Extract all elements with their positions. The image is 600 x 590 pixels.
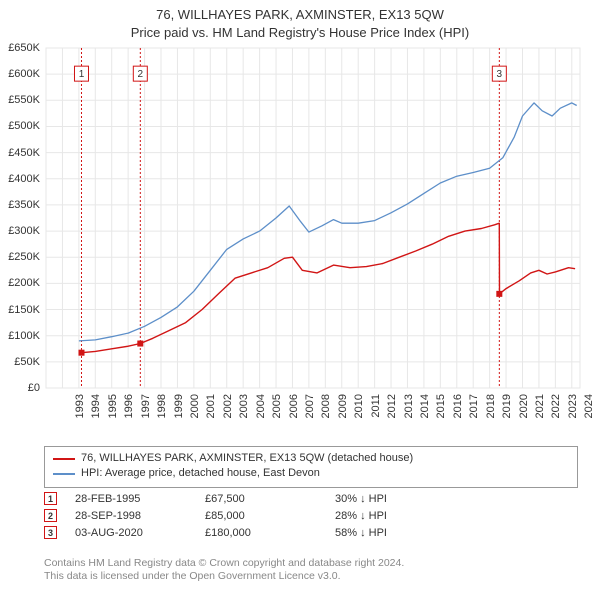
x-tick-label: 2017 bbox=[468, 394, 480, 428]
y-tick-label: £200K bbox=[2, 277, 40, 289]
x-tick-label: 1996 bbox=[123, 394, 135, 428]
x-tick-label: 2000 bbox=[189, 394, 201, 428]
y-tick-label: £600K bbox=[2, 68, 40, 80]
sale-delta: 28% ↓ HPI bbox=[335, 510, 387, 522]
x-tick-label: 2006 bbox=[288, 394, 300, 428]
legend: 76, WILLHAYES PARK, AXMINSTER, EX13 5QW … bbox=[44, 446, 578, 488]
y-tick-label: £100K bbox=[2, 330, 40, 342]
legend-label: 76, WILLHAYES PARK, AXMINSTER, EX13 5QW … bbox=[81, 451, 413, 466]
sale-delta: 58% ↓ HPI bbox=[335, 527, 387, 539]
chart-area: 1 2 3 £0 £50K £100K £150K £200K £250K £300K £350K… bbox=[0, 44, 600, 436]
footnote: Contains HM Land Registry data © Crown c… bbox=[44, 557, 404, 584]
x-tick-label: 2008 bbox=[320, 394, 332, 428]
x-tick-label: 2011 bbox=[370, 394, 382, 428]
sale-date: 03-AUG-2020 bbox=[75, 527, 205, 539]
sale-marker: 2 bbox=[44, 509, 57, 522]
svg-text:1: 1 bbox=[79, 69, 85, 80]
x-tick-label: 2016 bbox=[452, 394, 464, 428]
x-tick-label: 2014 bbox=[419, 394, 431, 428]
legend-item: 76, WILLHAYES PARK, AXMINSTER, EX13 5QW … bbox=[53, 451, 569, 466]
x-tick-label: 2020 bbox=[518, 394, 530, 428]
sale-date: 28-SEP-1998 bbox=[75, 510, 205, 522]
y-tick-label: £550K bbox=[2, 94, 40, 106]
x-tick-label: 2019 bbox=[501, 394, 513, 428]
y-tick-label: £150K bbox=[2, 304, 40, 316]
y-tick-label: £0 bbox=[2, 382, 40, 394]
x-tick-label: 2001 bbox=[205, 394, 217, 428]
x-tick-label: 1995 bbox=[107, 394, 119, 428]
x-tick-label: 2013 bbox=[403, 394, 415, 428]
x-tick-label: 2005 bbox=[271, 394, 283, 428]
chart-svg: 1 2 3 bbox=[0, 44, 600, 436]
sale-price: £67,500 bbox=[205, 493, 335, 505]
chart-title-block: 76, WILLHAYES PARK, AXMINSTER, EX13 5QW … bbox=[0, 0, 600, 41]
x-tick-label: 1994 bbox=[90, 394, 102, 428]
sale-price: £180,000 bbox=[205, 527, 335, 539]
x-tick-label: 2023 bbox=[567, 394, 579, 428]
x-tick-label: 2024 bbox=[583, 394, 595, 428]
x-tick-label: 2010 bbox=[353, 394, 365, 428]
x-tick-label: 1993 bbox=[74, 394, 86, 428]
svg-text:2: 2 bbox=[138, 69, 144, 80]
legend-label: HPI: Average price, detached house, East… bbox=[81, 466, 320, 481]
sale-price: £85,000 bbox=[205, 510, 335, 522]
y-tick-label: £300K bbox=[2, 225, 40, 237]
x-tick-label: 2007 bbox=[304, 394, 316, 428]
title-line-1: 76, WILLHAYES PARK, AXMINSTER, EX13 5QW bbox=[0, 6, 600, 24]
y-tick-label: £650K bbox=[2, 42, 40, 54]
sale-marker: 3 bbox=[44, 526, 57, 539]
title-line-2: Price paid vs. HM Land Registry's House … bbox=[0, 24, 600, 42]
svg-text:3: 3 bbox=[497, 69, 503, 80]
x-tick-label: 2009 bbox=[337, 394, 349, 428]
x-tick-label: 2021 bbox=[534, 394, 546, 428]
x-tick-label: 2004 bbox=[255, 394, 267, 428]
sale-marker: 1 bbox=[44, 492, 57, 505]
legend-swatch bbox=[53, 473, 75, 475]
y-tick-label: £400K bbox=[2, 173, 40, 185]
x-tick-label: 2022 bbox=[550, 394, 562, 428]
x-tick-label: 1997 bbox=[140, 394, 152, 428]
x-tick-label: 2002 bbox=[222, 394, 234, 428]
sale-date: 28-FEB-1995 bbox=[75, 493, 205, 505]
x-tick-label: 1999 bbox=[173, 394, 185, 428]
sale-delta: 30% ↓ HPI bbox=[335, 493, 387, 505]
x-tick-label: 2012 bbox=[386, 394, 398, 428]
footnote-line-1: Contains HM Land Registry data © Crown c… bbox=[44, 557, 404, 571]
x-tick-label: 2018 bbox=[485, 394, 497, 428]
sales-table: 1 28-FEB-1995£67,50030% ↓ HPI 2 28-SEP-1998… bbox=[44, 488, 387, 543]
y-tick-label: £50K bbox=[2, 356, 40, 368]
y-tick-label: £450K bbox=[2, 147, 40, 159]
x-tick-label: 1998 bbox=[156, 394, 168, 428]
legend-swatch bbox=[53, 458, 75, 460]
footnote-line-2: This data is licensed under the Open Gov… bbox=[44, 570, 404, 584]
y-tick-label: £350K bbox=[2, 199, 40, 211]
legend-item: HPI: Average price, detached house, East… bbox=[53, 466, 569, 481]
y-tick-label: £250K bbox=[2, 251, 40, 263]
x-tick-label: 2003 bbox=[238, 394, 250, 428]
y-tick-label: £500K bbox=[2, 120, 40, 132]
sale-row: 1 28-FEB-1995£67,50030% ↓ HPI bbox=[44, 492, 387, 505]
sale-row: 2 28-SEP-1998£85,00028% ↓ HPI bbox=[44, 509, 387, 522]
x-tick-label: 2015 bbox=[435, 394, 447, 428]
sale-row: 3 03-AUG-2020£180,00058% ↓ HPI bbox=[44, 526, 387, 539]
